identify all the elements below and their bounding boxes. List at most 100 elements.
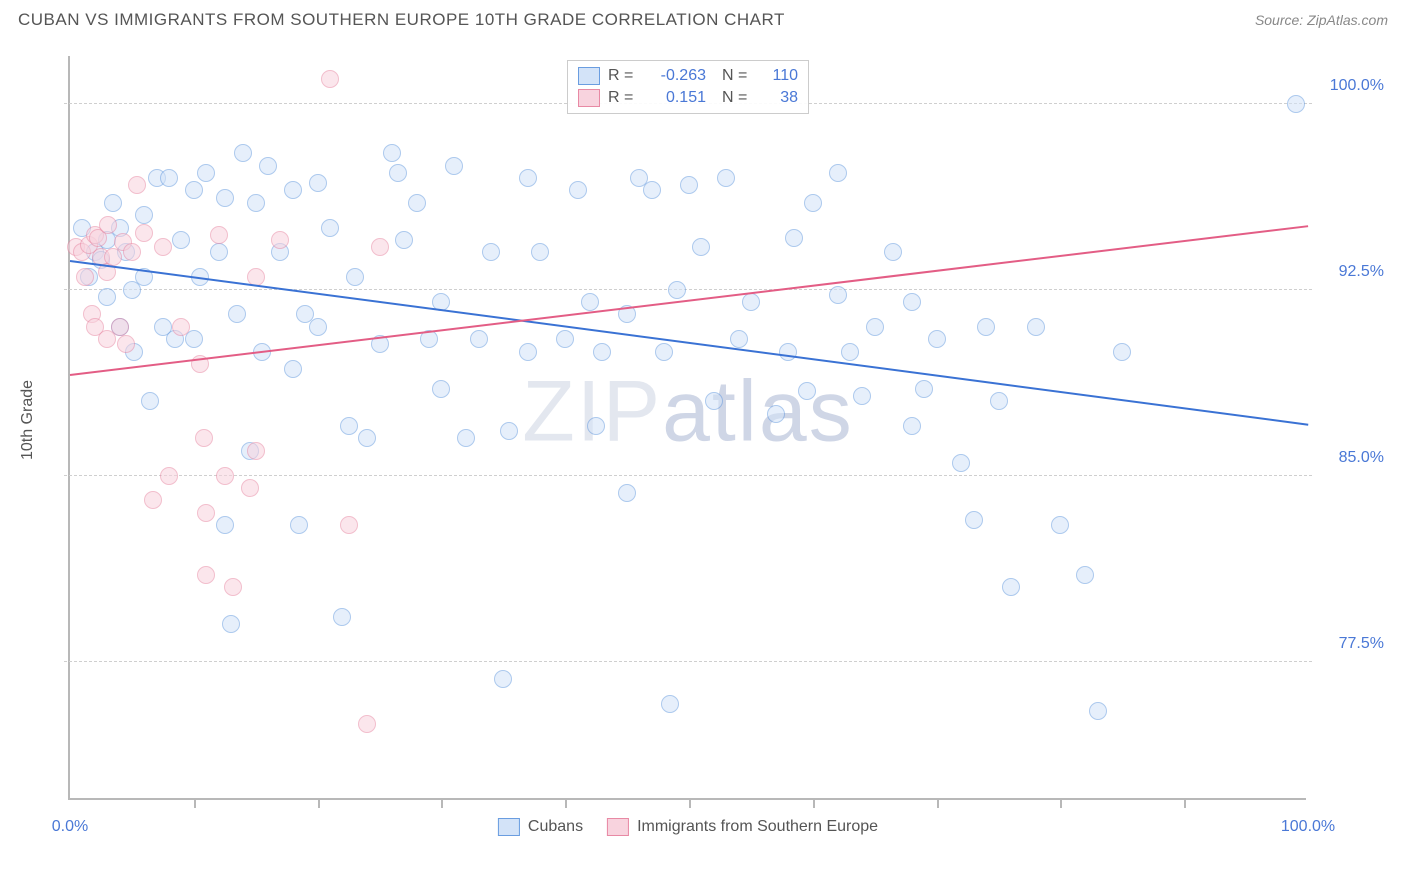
y-tick-label: 85.0% [1339, 449, 1384, 467]
scatter-point [224, 578, 242, 596]
scatter-point [569, 181, 587, 199]
scatter-point [195, 429, 213, 447]
scatter-point [154, 238, 172, 256]
scatter-point [247, 442, 265, 460]
chart-header: CUBAN VS IMMIGRANTS FROM SOUTHERN EUROPE… [0, 0, 1406, 36]
scatter-point [259, 157, 277, 175]
y-axis-label-wrap: 10th Grade [16, 48, 40, 792]
scatter-point [903, 417, 921, 435]
scatter-point [903, 293, 921, 311]
scatter-point [371, 238, 389, 256]
scatter-point [1076, 566, 1094, 584]
scatter-point [500, 422, 518, 440]
chart-title: CUBAN VS IMMIGRANTS FROM SOUTHERN EUROPE… [18, 10, 785, 30]
scatter-point [197, 164, 215, 182]
x-tick [1060, 798, 1062, 808]
scatter-point [228, 305, 246, 323]
legend-swatch [578, 89, 600, 107]
x-tick [441, 798, 443, 808]
scatter-point [643, 181, 661, 199]
scatter-point [284, 360, 302, 378]
legend-series-item: Cubans [498, 818, 583, 836]
scatter-point [531, 243, 549, 261]
chart-container: 10th Grade ZIPatlas 77.5%85.0%92.5%100.0… [60, 48, 1390, 828]
legend-n-value: 110 [758, 67, 798, 85]
x-tick [194, 798, 196, 808]
scatter-point [358, 715, 376, 733]
scatter-point [117, 335, 135, 353]
scatter-point [581, 293, 599, 311]
scatter-point [829, 164, 847, 182]
scatter-point [340, 516, 358, 534]
scatter-point [1027, 318, 1045, 336]
y-tick-label: 92.5% [1339, 263, 1384, 281]
scatter-point [928, 330, 946, 348]
legend-n-label: N = [722, 67, 750, 85]
legend-series-label: Immigrants from Southern Europe [637, 818, 878, 836]
scatter-point [104, 194, 122, 212]
scatter-point [853, 387, 871, 405]
scatter-point [222, 615, 240, 633]
scatter-point [216, 516, 234, 534]
scatter-point [309, 318, 327, 336]
x-tick-label: 0.0% [52, 818, 88, 836]
scatter-point [952, 454, 970, 472]
legend-swatch [578, 67, 600, 85]
legend-r-value: -0.263 [644, 67, 706, 85]
scatter-point [730, 330, 748, 348]
scatter-point [593, 343, 611, 361]
scatter-point [841, 343, 859, 361]
chart-source: Source: ZipAtlas.com [1255, 12, 1388, 28]
scatter-point [185, 181, 203, 199]
scatter-point [1287, 95, 1305, 113]
scatter-point [216, 467, 234, 485]
legend-swatch [498, 818, 520, 836]
scatter-point [111, 318, 129, 336]
scatter-point [123, 243, 141, 261]
legend-n-label: N = [722, 89, 750, 107]
scatter-point [655, 343, 673, 361]
scatter-point [210, 243, 228, 261]
scatter-point [309, 174, 327, 192]
scatter-point [234, 144, 252, 162]
scatter-point [680, 176, 698, 194]
scatter-point [216, 189, 234, 207]
plot-area: ZIPatlas 77.5%85.0%92.5%100.0%0.0%100.0%… [68, 56, 1306, 800]
watermark: ZIPatlas [522, 363, 853, 462]
scatter-point [829, 286, 847, 304]
scatter-point [519, 343, 537, 361]
legend-r-label: R = [608, 89, 636, 107]
scatter-point [767, 405, 785, 423]
scatter-point [668, 281, 686, 299]
scatter-point [618, 484, 636, 502]
legend-stats: R =-0.263N =110R =0.151N =38 [567, 60, 809, 114]
gridline-h [64, 475, 1312, 476]
scatter-point [432, 380, 450, 398]
scatter-point [197, 566, 215, 584]
scatter-point [470, 330, 488, 348]
y-tick-label: 77.5% [1339, 635, 1384, 653]
x-tick [813, 798, 815, 808]
x-tick [1184, 798, 1186, 808]
scatter-point [494, 670, 512, 688]
scatter-point [482, 243, 500, 261]
x-tick-label: 100.0% [1281, 818, 1335, 836]
legend-r-label: R = [608, 67, 636, 85]
scatter-point [135, 206, 153, 224]
scatter-point [965, 511, 983, 529]
scatter-point [197, 504, 215, 522]
scatter-point [977, 318, 995, 336]
gridline-h [64, 661, 1312, 662]
scatter-point [519, 169, 537, 187]
scatter-point [408, 194, 426, 212]
scatter-point [210, 226, 228, 244]
scatter-point [556, 330, 574, 348]
scatter-point [333, 608, 351, 626]
scatter-point [990, 392, 1008, 410]
scatter-point [705, 392, 723, 410]
legend-series-label: Cubans [528, 818, 583, 836]
scatter-point [128, 176, 146, 194]
scatter-point [389, 164, 407, 182]
legend-series: Cubans Immigrants from Southern Europe [498, 818, 878, 836]
scatter-point [785, 229, 803, 247]
